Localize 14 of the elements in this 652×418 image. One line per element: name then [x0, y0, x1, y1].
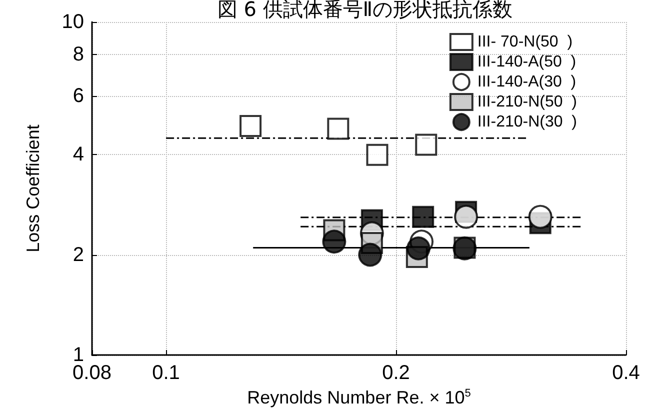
legend-label: III-210-N(50 )	[477, 94, 578, 110]
legend-label: III-140-A(50 )	[477, 54, 576, 70]
legend-label: III-210-N(30 )	[477, 114, 578, 130]
x-tick-label: 0.4	[612, 362, 640, 384]
y-tick-label: 4	[72, 144, 84, 166]
y-axis-title: Loss Coefficient	[23, 124, 43, 252]
x-tick-label: 0.2	[382, 362, 410, 384]
x-tick-label: 0.1	[152, 362, 180, 384]
y-tick-label: 2	[72, 244, 84, 266]
legend-label: III- 70-N(50 )	[477, 34, 573, 50]
y-tick-label: 6	[72, 84, 84, 107]
y-tick-label: 10	[62, 11, 84, 33]
y-tick-label: 8	[72, 43, 84, 66]
legend-label: III-140-A(30 )	[477, 74, 576, 90]
